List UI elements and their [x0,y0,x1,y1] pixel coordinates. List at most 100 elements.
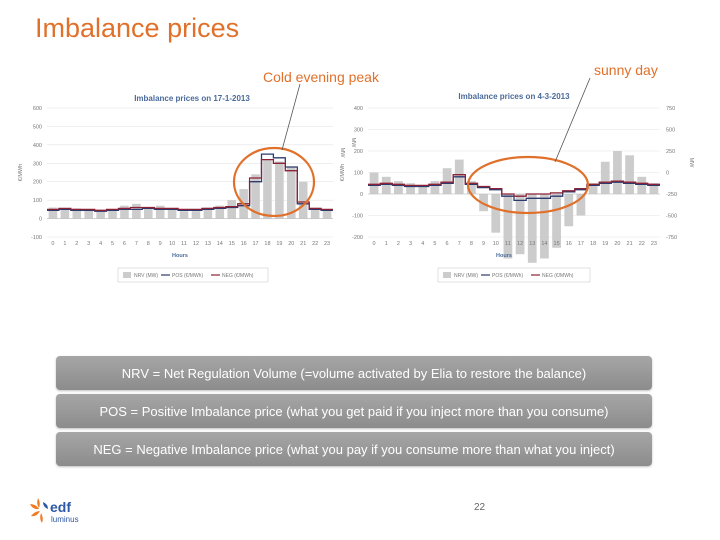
x-tick-label: 21 [300,241,306,247]
y-tick-label: 400 [33,143,42,149]
x-tick-label: 19 [276,241,282,247]
x-tick-label: 15 [229,241,235,247]
nrv-bar [540,194,549,259]
nrv-bar [72,208,82,219]
legend-label: NEG (€/MWh) [222,273,254,279]
annotation-leader-line [554,77,591,163]
x-tick-label: 13 [529,241,535,247]
x-tick-label: 21 [627,241,633,247]
neg-line [368,174,660,197]
definition-nrv: NRV = Net Regulation Volume (=volume act… [56,356,652,390]
x-tick-label: 10 [493,241,499,247]
x-tick-label: 3 [409,241,412,247]
highlight-ellipse [466,155,590,215]
legend-box [117,267,269,283]
x-tick-label: 12 [193,241,199,247]
x-tick-label: 22 [312,241,318,247]
y-tick-label: 0 [360,192,363,198]
nrv-bar [527,194,537,263]
x-tick-label: 9 [482,241,485,247]
x-tick-label: 20 [614,241,620,247]
x-tick-label: 0 [51,241,54,247]
chart-title: Imbalance prices on 4-3-2013 [458,92,570,101]
nrv-bar [564,194,574,227]
x-tick-label: 1 [63,241,66,247]
x-tick-label: 14 [217,241,223,247]
y-right-tick-label: 750 [666,106,675,112]
y-tick-label: 300 [33,161,42,167]
x-tick-label: 7 [135,241,138,247]
y-tick-label: -100 [31,235,42,241]
x-tick-label: 12 [517,241,523,247]
nrv-bar [263,159,272,219]
x-tick-label: 4 [99,241,102,247]
legend-label: POS (€/MWh) [492,273,523,279]
nrv-bar [275,161,284,219]
nrv-bar [406,183,415,194]
x-tick-label: 11 [181,241,187,247]
legend-label: NRV (MW) [134,273,158,279]
nrv-bar [108,209,117,219]
nrv-bar [310,207,320,219]
y-tick-label: -200 [352,235,363,241]
svg-text:luminus: luminus [51,515,79,524]
nrv-bar [394,181,403,194]
x-tick-label: 20 [288,241,294,247]
x-tick-label: 11 [505,241,511,247]
svg-text:edf: edf [50,499,71,515]
x-axis-label: Hours [172,253,188,259]
nrv-bar [227,200,236,219]
nrv-bar [442,168,452,194]
y-right-tick-label: 500 [666,128,675,134]
nrv-bar [144,207,153,219]
x-tick-label: 5 [433,241,436,247]
x-tick-label: 19 [602,241,608,247]
x-tick-label: 17 [252,241,258,247]
nrv-bar [298,181,308,219]
x-tick-label: 23 [324,241,330,247]
x-tick-label: 18 [264,241,270,247]
nrv-bar [552,194,561,248]
nrv-bar [179,211,189,219]
y-tick-label: 200 [33,180,42,186]
y-right-tick-label: -500 [666,214,677,220]
x-tick-label: 18 [590,241,596,247]
legend-box [437,267,591,283]
slide-title: Imbalance prices [35,13,240,43]
y-tick-label: 100 [354,171,363,177]
nrv-bar [84,210,93,219]
nrv-bar [167,209,177,219]
legend-label: NEG (€/MWh) [542,273,574,279]
nrv-bar [287,166,296,219]
nrv-bar [96,211,105,219]
x-tick-label: 2 [397,241,400,247]
page-number: 22 [474,502,486,513]
nrv-bar [381,176,391,194]
nrv-bar [625,155,634,194]
nrv-bar [491,194,501,233]
x-tick-label: 8 [470,241,473,247]
nrv-bar [576,194,586,216]
y-axis-label: €/MWh [18,164,24,181]
y-tick-label: 600 [33,106,42,112]
y-tick-label: 300 [354,128,363,134]
y-right-tick-label: -250 [666,192,677,198]
x-tick-label: 22 [639,241,645,247]
edf-sun-icon [30,498,48,523]
y-tick-label: 100 [33,198,42,204]
nrv-bar [251,174,260,219]
nrv-bar [322,209,332,219]
charts-canvas: Imbalance prices on 17-1-201360050040030… [18,77,694,283]
y-tick-label: 0 [39,217,42,223]
nrv-bar [515,194,525,255]
x-tick-label: 15 [554,241,560,247]
x-tick-label: 6 [123,241,126,247]
y-right-tick-label: 0 [666,171,669,177]
nrv-bar [60,209,70,219]
x-tick-label: 2 [75,241,78,247]
y-axis-label: €/MWh [340,164,346,181]
y-right-tick-label: 250 [666,149,675,155]
y-tick-label: 200 [354,149,363,155]
annotation-cold-evening-peak: Cold evening peak [263,69,379,85]
y-mid-axis-label: MW [350,138,356,149]
